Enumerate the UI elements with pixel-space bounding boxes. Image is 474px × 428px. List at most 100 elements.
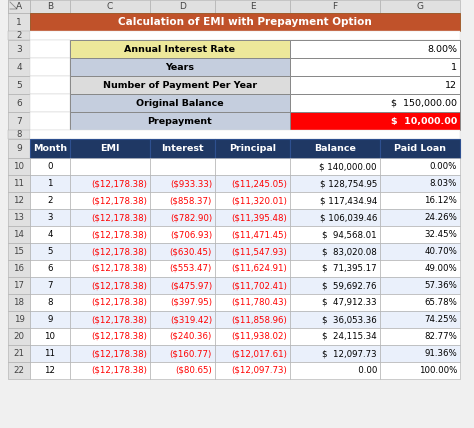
Bar	[30, 243, 70, 260]
Bar	[150, 175, 215, 192]
Bar	[290, 362, 380, 379]
Bar	[8, 175, 30, 192]
Bar	[290, 192, 380, 209]
Text: 91.36%: 91.36%	[424, 349, 457, 358]
Bar	[30, 31, 460, 40]
Bar	[150, 139, 215, 158]
Text: ($160.77): ($160.77)	[170, 349, 212, 358]
Bar	[290, 0, 380, 13]
Text: ($12,097.73): ($12,097.73)	[231, 366, 287, 375]
Text: $  12,097.73: $ 12,097.73	[322, 349, 377, 358]
Bar	[70, 226, 150, 243]
Text: ($12,178.38): ($12,178.38)	[91, 349, 147, 358]
Bar	[8, 130, 30, 139]
Bar	[8, 260, 30, 277]
Bar	[215, 277, 290, 294]
Text: $  24,115.34: $ 24,115.34	[322, 332, 377, 341]
Text: 74.25%: 74.25%	[424, 315, 457, 324]
Bar	[150, 226, 215, 243]
Bar	[30, 260, 70, 277]
Text: 3: 3	[47, 213, 53, 222]
Text: 5: 5	[47, 247, 53, 256]
Text: 11: 11	[45, 349, 55, 358]
Text: ($11,624.91): ($11,624.91)	[231, 264, 287, 273]
Bar	[380, 362, 460, 379]
Bar	[30, 175, 70, 192]
Text: 18: 18	[13, 298, 25, 307]
Bar	[8, 139, 30, 158]
Bar	[150, 158, 215, 175]
Text: 100.00%: 100.00%	[419, 366, 457, 375]
Bar	[70, 243, 150, 260]
Bar	[215, 345, 290, 362]
Bar	[8, 112, 30, 130]
Bar	[380, 175, 460, 192]
Bar	[8, 158, 30, 175]
Text: ($475.97): ($475.97)	[170, 281, 212, 290]
Bar	[30, 76, 70, 94]
Text: ($11,702.41): ($11,702.41)	[231, 281, 287, 290]
Text: ($553.47): ($553.47)	[170, 264, 212, 273]
Bar	[380, 311, 460, 328]
Bar	[8, 362, 30, 379]
Bar	[380, 158, 460, 175]
Text: ($12,178.38): ($12,178.38)	[91, 281, 147, 290]
Text: Principal: Principal	[229, 144, 276, 153]
Bar	[30, 94, 70, 112]
Bar	[30, 130, 460, 139]
Bar	[380, 277, 460, 294]
Bar	[30, 112, 70, 130]
Bar	[150, 209, 215, 226]
Bar	[150, 362, 215, 379]
Text: C: C	[107, 2, 113, 11]
Bar	[8, 277, 30, 294]
Text: ($12,178.38): ($12,178.38)	[91, 264, 147, 273]
Text: 6: 6	[16, 98, 22, 107]
Text: $  71,395.17: $ 71,395.17	[322, 264, 377, 273]
Text: 0: 0	[47, 162, 53, 171]
Text: 10: 10	[45, 332, 55, 341]
Text: ($858.37): ($858.37)	[170, 196, 212, 205]
Text: F: F	[332, 2, 337, 11]
Bar	[70, 209, 150, 226]
Bar	[380, 260, 460, 277]
Text: $ 106,039.46: $ 106,039.46	[319, 213, 377, 222]
Bar	[8, 209, 30, 226]
Text: $  150,000.00: $ 150,000.00	[391, 98, 457, 107]
Text: ($11,547.93): ($11,547.93)	[231, 247, 287, 256]
Text: 9: 9	[47, 315, 53, 324]
Bar	[380, 328, 460, 345]
Bar	[290, 277, 380, 294]
Bar	[290, 311, 380, 328]
Text: ($11,245.05): ($11,245.05)	[231, 179, 287, 188]
Text: EMI: EMI	[100, 144, 120, 153]
Bar	[380, 139, 460, 158]
Bar	[290, 243, 380, 260]
Bar	[380, 294, 460, 311]
Bar	[150, 192, 215, 209]
Text: ($706.93): ($706.93)	[170, 230, 212, 239]
Bar	[8, 31, 30, 40]
Bar	[290, 345, 380, 362]
Text: 15: 15	[13, 247, 25, 256]
Bar	[70, 94, 290, 112]
Bar	[215, 311, 290, 328]
Bar	[70, 175, 150, 192]
Text: ($12,178.38): ($12,178.38)	[91, 213, 147, 222]
Text: 22: 22	[13, 366, 25, 375]
Text: ($12,178.38): ($12,178.38)	[91, 247, 147, 256]
Bar	[30, 209, 70, 226]
Bar	[30, 0, 70, 13]
Text: ($12,178.38): ($12,178.38)	[91, 196, 147, 205]
Bar	[290, 328, 380, 345]
Text: $  47,912.33: $ 47,912.33	[322, 298, 377, 307]
Bar	[8, 345, 30, 362]
Text: 3: 3	[16, 45, 22, 54]
Text: $  59,692.76: $ 59,692.76	[322, 281, 377, 290]
Text: Month: Month	[33, 144, 67, 153]
Text: 2: 2	[17, 31, 22, 40]
Bar	[30, 328, 70, 345]
Bar	[30, 139, 70, 158]
Text: ($12,178.38): ($12,178.38)	[91, 315, 147, 324]
Text: 14: 14	[13, 230, 25, 239]
